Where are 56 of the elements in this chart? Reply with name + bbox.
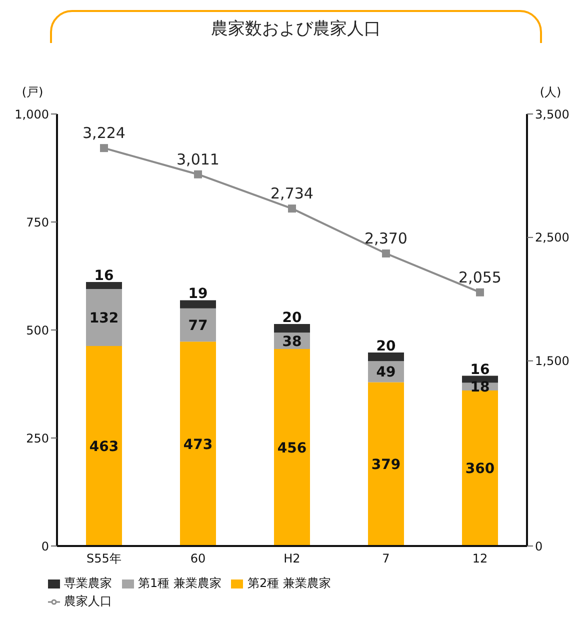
legend-label: 第2種 兼業農家 <box>247 576 331 590</box>
legend-label: 農家人口 <box>64 594 112 608</box>
y2-tick-label: 1,500 <box>535 354 570 368</box>
data-label: 49 <box>376 364 396 381</box>
legend-label: 第1種 兼業農家 <box>138 576 222 590</box>
data-label: 38 <box>282 334 302 350</box>
y2-axis-title: (人) <box>540 85 562 99</box>
x-tick-label: 7 <box>382 552 390 566</box>
y-tick-label: 1,000 <box>14 107 49 122</box>
point <box>100 144 108 152</box>
data-label: 19 <box>188 286 208 302</box>
y-tick-label: 250 <box>26 431 49 446</box>
bar <box>180 300 216 308</box>
data-label: 3,224 <box>82 124 126 142</box>
point <box>382 249 390 258</box>
data-label: 77 <box>188 318 208 334</box>
y2-tick-label: 0 <box>535 539 543 554</box>
bar <box>368 382 404 546</box>
point <box>288 204 296 213</box>
data-label: 20 <box>282 310 302 326</box>
point <box>476 288 484 296</box>
data-label: 463 <box>89 438 119 455</box>
bar <box>86 288 122 346</box>
x-tick-label: 12 <box>472 552 488 566</box>
y-tick-label: 500 <box>26 323 49 338</box>
data-label: 16 <box>94 268 114 284</box>
data-label: 360 <box>465 461 495 478</box>
y2-tick-label: 2,500 <box>535 230 570 245</box>
data-label: 456 <box>277 440 307 456</box>
y-tick-label: 0 <box>41 539 49 554</box>
data-label: 16 <box>470 362 490 378</box>
x-tick-label: S55年 <box>86 552 122 566</box>
x-tick-label: 60 <box>190 552 206 566</box>
y-tick-label: 750 <box>26 215 49 230</box>
legend-label: 専業農家 <box>64 576 112 590</box>
bar <box>462 390 498 546</box>
bar <box>180 342 216 546</box>
bar <box>274 349 310 546</box>
bar <box>368 352 404 362</box>
y-axis-title: (戸) <box>22 85 44 99</box>
data-label: 379 <box>371 457 401 474</box>
bar <box>86 346 122 546</box>
data-label: 132 <box>89 310 119 326</box>
data-label: 473 <box>183 436 213 453</box>
data-label: 3,011 <box>176 150 220 168</box>
data-label: 2,734 <box>270 184 314 203</box>
y2-tick-label: 3,500 <box>535 107 570 122</box>
bar <box>180 308 216 342</box>
data-label: 2,055 <box>458 268 502 286</box>
bar <box>86 282 122 289</box>
bar <box>274 324 310 333</box>
point <box>194 170 202 178</box>
chart-title: 農家数および農家人口 <box>210 18 382 40</box>
data-label: 2,370 <box>364 229 408 248</box>
x-tick-label: H2 <box>284 552 300 566</box>
data-label: 20 <box>376 338 396 354</box>
